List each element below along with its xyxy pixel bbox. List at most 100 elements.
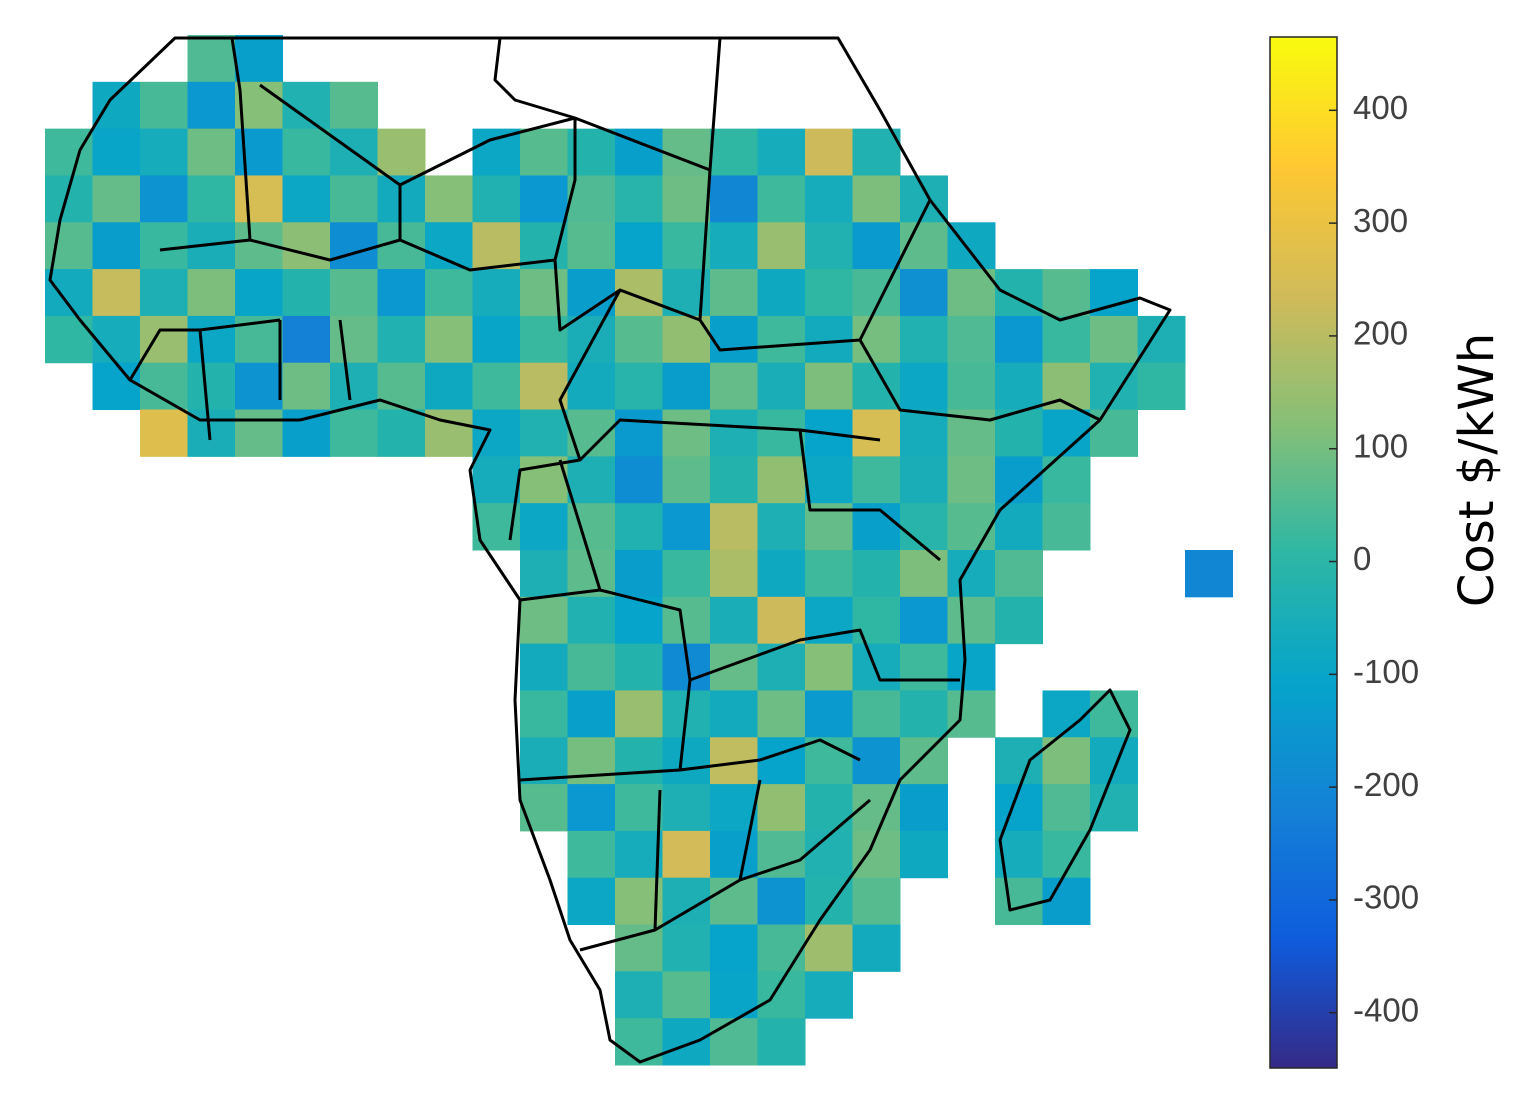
cell bbox=[140, 315, 188, 364]
cell bbox=[520, 643, 568, 691]
cell bbox=[757, 971, 806, 1019]
cell bbox=[995, 596, 1043, 645]
cell bbox=[235, 362, 283, 411]
cell bbox=[425, 315, 473, 364]
cell bbox=[615, 315, 663, 364]
cell bbox=[1090, 784, 1138, 832]
cell bbox=[805, 690, 853, 738]
colorbar: -400 -300 -200 -100 0 100 200 300 400 bbox=[1269, 36, 1419, 1069]
cell bbox=[852, 877, 901, 926]
cell bbox=[92, 128, 141, 176]
coastline bbox=[48, 36, 1172, 1064]
cell bbox=[92, 222, 141, 270]
cell bbox=[947, 690, 996, 738]
cell bbox=[757, 924, 806, 972]
cell bbox=[757, 1018, 806, 1066]
cell bbox=[662, 362, 711, 411]
cell bbox=[852, 409, 901, 457]
cell bbox=[710, 596, 758, 645]
cell bbox=[1042, 269, 1091, 317]
colorbar-tick-label: 300 bbox=[1353, 202, 1408, 239]
cell bbox=[662, 550, 711, 598]
cell bbox=[852, 690, 901, 738]
colorbar-bar bbox=[1269, 36, 1338, 1069]
cell bbox=[520, 690, 568, 738]
cell bbox=[615, 362, 663, 411]
cell bbox=[140, 81, 188, 130]
cell bbox=[662, 737, 711, 785]
cell bbox=[710, 643, 758, 691]
cell bbox=[615, 409, 663, 457]
cell bbox=[710, 690, 758, 738]
cell bbox=[567, 596, 616, 645]
cell bbox=[92, 362, 141, 411]
cell bbox=[615, 690, 663, 738]
cell bbox=[947, 596, 996, 645]
cell bbox=[995, 737, 1043, 785]
colorbar-tick-label: 200 bbox=[1353, 315, 1408, 352]
cell bbox=[757, 456, 806, 504]
cell bbox=[805, 362, 853, 411]
cell bbox=[757, 690, 806, 738]
cell bbox=[852, 830, 901, 879]
cell bbox=[805, 784, 853, 832]
cell bbox=[615, 830, 663, 879]
cell bbox=[1042, 784, 1091, 832]
cell bbox=[45, 128, 93, 176]
cell bbox=[615, 175, 663, 223]
cell bbox=[662, 784, 711, 832]
cell bbox=[1042, 503, 1091, 551]
cell bbox=[330, 175, 378, 223]
cell bbox=[1090, 409, 1138, 457]
cell bbox=[900, 830, 948, 879]
cell bbox=[757, 550, 806, 598]
cell bbox=[520, 409, 568, 457]
cell bbox=[615, 1018, 663, 1066]
cell bbox=[377, 269, 426, 317]
cell bbox=[615, 737, 663, 785]
cell bbox=[710, 222, 758, 270]
border bbox=[128, 37, 1101, 952]
cell bbox=[187, 362, 236, 411]
cell bbox=[615, 222, 663, 270]
cell bbox=[282, 128, 331, 176]
cell bbox=[235, 409, 283, 457]
cell bbox=[282, 409, 331, 457]
cell bbox=[710, 362, 758, 411]
cell bbox=[520, 550, 568, 598]
cell bbox=[900, 409, 948, 457]
cell bbox=[995, 456, 1043, 504]
cell bbox=[947, 643, 996, 691]
cell bbox=[757, 877, 806, 926]
cell bbox=[567, 877, 616, 926]
cell bbox=[995, 362, 1043, 411]
cell bbox=[662, 503, 711, 551]
colorbar-tick-label: -200 bbox=[1353, 766, 1419, 803]
cell bbox=[757, 643, 806, 691]
cell bbox=[520, 128, 568, 176]
cell bbox=[900, 269, 948, 317]
cell bbox=[140, 128, 188, 176]
cell bbox=[377, 315, 426, 364]
cell bbox=[472, 315, 521, 364]
cell bbox=[805, 830, 853, 879]
madagascar-coast bbox=[998, 688, 1132, 912]
cell bbox=[900, 456, 948, 504]
cell bbox=[947, 269, 996, 317]
cell bbox=[852, 550, 901, 598]
cell bbox=[947, 222, 996, 270]
cell bbox=[757, 269, 806, 317]
cell bbox=[235, 175, 283, 223]
cell bbox=[947, 362, 996, 411]
cell bbox=[852, 128, 901, 176]
cell bbox=[45, 315, 93, 364]
cell bbox=[567, 362, 616, 411]
colorbar-label: Cost $/kWh bbox=[1449, 333, 1505, 607]
cell bbox=[757, 128, 806, 176]
cell bbox=[710, 877, 758, 926]
cell bbox=[567, 830, 616, 879]
cell bbox=[282, 315, 331, 364]
cell bbox=[377, 409, 426, 457]
cell bbox=[947, 503, 996, 551]
